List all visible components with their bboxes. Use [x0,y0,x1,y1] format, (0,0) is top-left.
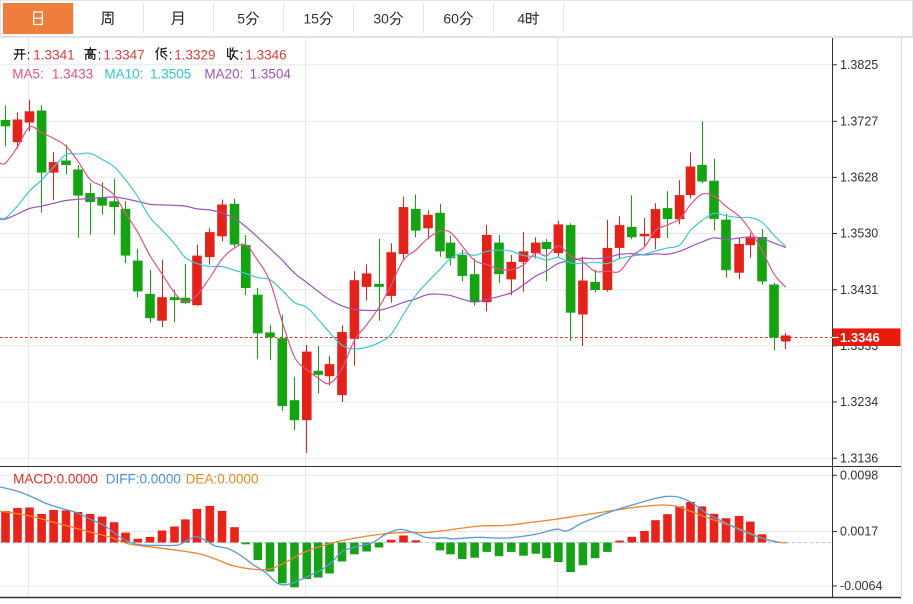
svg-text:1.3628: 1.3628 [840,171,878,185]
svg-text:1.3346: 1.3346 [245,48,286,63]
svg-text:DEA:0.0000: DEA:0.0000 [186,472,259,487]
svg-text:1.3530: 1.3530 [840,227,878,241]
svg-text::: : [98,48,102,63]
svg-text:-0.0064: -0.0064 [840,579,882,593]
svg-text:1.3346: 1.3346 [840,330,880,345]
svg-text:1.3505: 1.3505 [150,67,191,82]
svg-text:5: 5 [237,11,245,27]
svg-text:MA20:: MA20: [204,67,243,82]
svg-text:30: 30 [373,11,389,27]
svg-text:MA5:: MA5: [12,67,44,82]
svg-text:60: 60 [443,11,459,27]
svg-text:0.0017: 0.0017 [840,525,878,539]
svg-text:1.3329: 1.3329 [174,48,215,63]
svg-text:1.3431: 1.3431 [840,283,878,297]
svg-text::: : [169,48,173,63]
svg-text:MACD:0.0000: MACD:0.0000 [13,472,98,487]
svg-text::: : [240,48,244,63]
svg-text:1.3504: 1.3504 [250,67,292,82]
svg-text::: : [27,48,31,63]
svg-text:1.3825: 1.3825 [840,58,878,72]
svg-text:1.3234: 1.3234 [840,395,878,409]
svg-text:1.3347: 1.3347 [103,48,144,63]
svg-text:1.3433: 1.3433 [52,67,93,82]
svg-text:1.3341: 1.3341 [33,48,74,63]
svg-text:MA10:: MA10: [104,67,143,82]
svg-text:15: 15 [303,11,319,27]
svg-text:1.3727: 1.3727 [840,115,878,129]
svg-text:0.0098: 0.0098 [840,469,878,483]
svg-text:1.3136: 1.3136 [840,451,878,465]
svg-text:4: 4 [517,11,525,27]
svg-text:DIFF:0.0000: DIFF:0.0000 [106,472,181,487]
